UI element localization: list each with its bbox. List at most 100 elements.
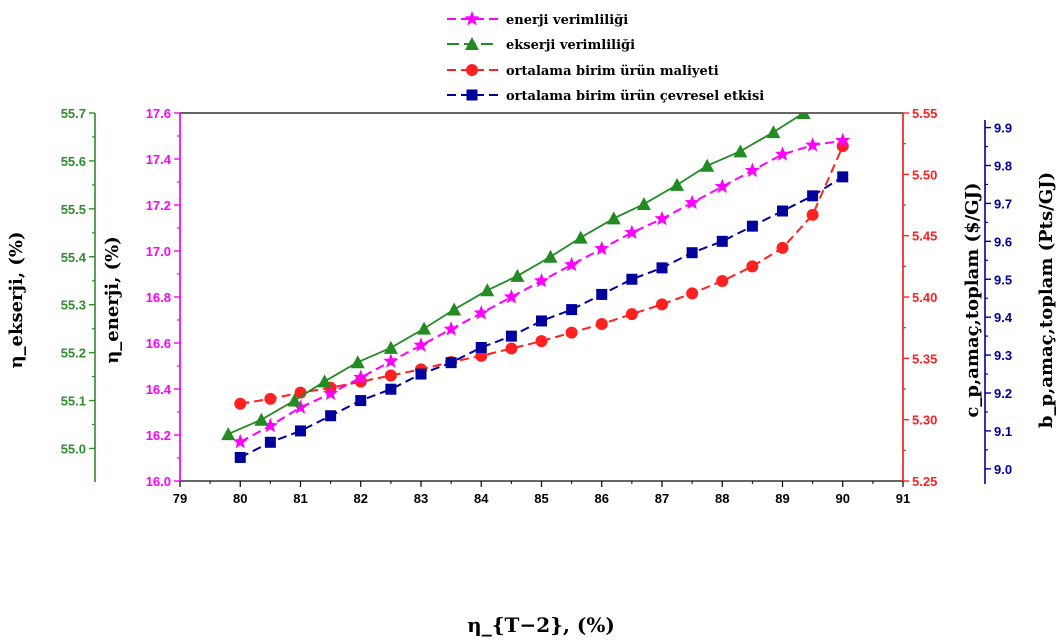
cevresel-data-point — [295, 425, 306, 437]
cevresel-tick-label: 9.8 — [994, 159, 1012, 174]
cevresel-data-point — [505, 330, 517, 342]
ekserji-data-point — [670, 177, 685, 191]
enerji-data-point — [413, 337, 429, 352]
cevresel-axis-title: b_p,amaç,toplam (Pts/GJ) — [1036, 172, 1057, 428]
enerji-tick-label: 17.4 — [146, 152, 172, 167]
enerji-axis-title: η_enerji, (%) — [102, 236, 123, 364]
enerji-tick-label: 17.2 — [146, 198, 171, 213]
maliyet-tick-label: 5.35 — [912, 351, 937, 366]
ekserji-tick-label: 55.2 — [61, 346, 86, 361]
ekserji-tick-label: 55.6 — [61, 154, 86, 169]
enerji-data-point — [684, 194, 700, 210]
cevresel-data-point — [234, 451, 246, 463]
maliyet-data-point — [806, 208, 819, 221]
enerji-data-point — [564, 256, 580, 272]
maliyet-tick-label: 5.55 — [912, 106, 937, 121]
enerji-tick-label: 16.2 — [146, 428, 171, 443]
cevresel-data-point — [264, 436, 276, 448]
enerji-data-point — [473, 305, 489, 320]
x-tick-label: 89 — [775, 491, 789, 506]
legend-label-ekserji: ekserji verimliliği — [506, 38, 635, 53]
enerji-data-point — [503, 289, 519, 304]
maliyet-data-point — [535, 335, 548, 348]
maliyet-data-point — [686, 287, 699, 300]
maliyet-data-point — [625, 308, 638, 321]
x-tick-label: 83 — [414, 491, 428, 506]
ekserji-data-point — [573, 230, 588, 244]
ekserji-tick-label: 55.1 — [61, 394, 86, 409]
ekserji-data-point — [766, 125, 781, 139]
maliyet-tick-label: 5.45 — [912, 229, 937, 244]
ekserji-data-point — [221, 427, 236, 441]
enerji-data-point — [774, 146, 791, 161]
ekserji-data-point — [796, 113, 811, 119]
cevresel-data-point — [777, 205, 788, 217]
legend-marker-ekserji — [465, 37, 479, 50]
cevresel-data-point — [475, 342, 487, 353]
maliyet-tick-label: 5.40 — [912, 290, 937, 305]
enerji-data-point — [262, 417, 278, 433]
plot-frame — [179, 112, 904, 482]
enerji-tick-label: 16.6 — [146, 336, 171, 351]
enerji-data-point — [383, 353, 399, 368]
cevresel-data-point — [355, 395, 367, 407]
maliyet-series-line — [240, 145, 844, 405]
maliyet-data-point — [505, 342, 518, 355]
maliyet-data-point — [264, 392, 277, 405]
ekserji-tick-label: 55.7 — [61, 106, 86, 121]
cevresel-data-point — [445, 357, 457, 369]
maliyet-tick-label: 5.50 — [912, 167, 937, 182]
ekserji-data-point — [317, 374, 332, 388]
enerji-data-point — [353, 369, 369, 384]
maliyet-data-point — [384, 369, 397, 382]
cevresel-data-point — [837, 171, 849, 183]
ekserji-tick-label: 55.4 — [61, 250, 87, 265]
legend-marker-enerji — [464, 11, 480, 26]
ekserji-data-point — [510, 268, 525, 282]
enerji-data-point — [443, 321, 459, 336]
ekserji-axis-title: η_ekserji, (%) — [6, 231, 27, 368]
cevresel-tick-label: 9.7 — [994, 196, 1012, 211]
ekserji-tick-label: 55.5 — [61, 202, 86, 217]
cevresel-data-point — [807, 190, 819, 202]
x-tick-label: 91 — [896, 491, 910, 506]
enerji-tick-label: 17.0 — [146, 244, 171, 259]
cevresel-tick-label: 9.3 — [994, 348, 1012, 363]
maliyet-tick-label: 5.25 — [912, 474, 937, 489]
cevresel-tick-label: 9.6 — [994, 234, 1012, 249]
cevresel-tick-label: 9.9 — [994, 121, 1012, 136]
enerji-data-point — [744, 162, 760, 177]
legend-label-enerji: enerji verimliliği — [506, 13, 628, 28]
cevresel-tick-label: 9.1 — [994, 424, 1012, 439]
enerji-data-point — [624, 224, 640, 240]
ekserji-data-point — [287, 393, 302, 407]
cevresel-tick-label: 9.2 — [994, 386, 1012, 401]
ekserji-data-point — [350, 355, 365, 369]
cevresel-data-point — [716, 235, 728, 247]
enerji-tick-label: 17.6 — [146, 106, 171, 121]
legend-marker-cevresel — [466, 89, 478, 101]
enerji-tick-label: 16.8 — [146, 290, 171, 305]
x-tick-label: 84 — [474, 491, 489, 506]
maliyet-axis-title: c_p,amaç,toplam ($/GJ) — [962, 182, 983, 417]
cevresel-data-point — [385, 383, 397, 395]
ekserji-data-point — [733, 144, 748, 158]
cevresel-data-point — [626, 273, 638, 285]
ekserji-data-point — [417, 321, 432, 335]
cevresel-data-point — [746, 220, 758, 232]
ekserji-series-line — [227, 113, 806, 435]
cevresel-tick-label: 9.0 — [994, 462, 1012, 477]
ekserji-tick-label: 55.3 — [61, 298, 86, 313]
x-tick-label: 88 — [715, 491, 729, 506]
ekserji-data-point — [383, 340, 398, 354]
cevresel-data-point — [325, 410, 337, 422]
ekserji-data-point — [700, 158, 715, 172]
x-tick-label: 82 — [354, 491, 368, 506]
x-tick-label: 86 — [595, 491, 609, 506]
cevresel-data-point — [415, 368, 427, 380]
x-tick-label: 85 — [534, 491, 548, 506]
cevresel-data-point — [656, 262, 668, 274]
maliyet-data-point — [746, 260, 759, 273]
enerji-tick-label: 16.0 — [146, 474, 171, 489]
